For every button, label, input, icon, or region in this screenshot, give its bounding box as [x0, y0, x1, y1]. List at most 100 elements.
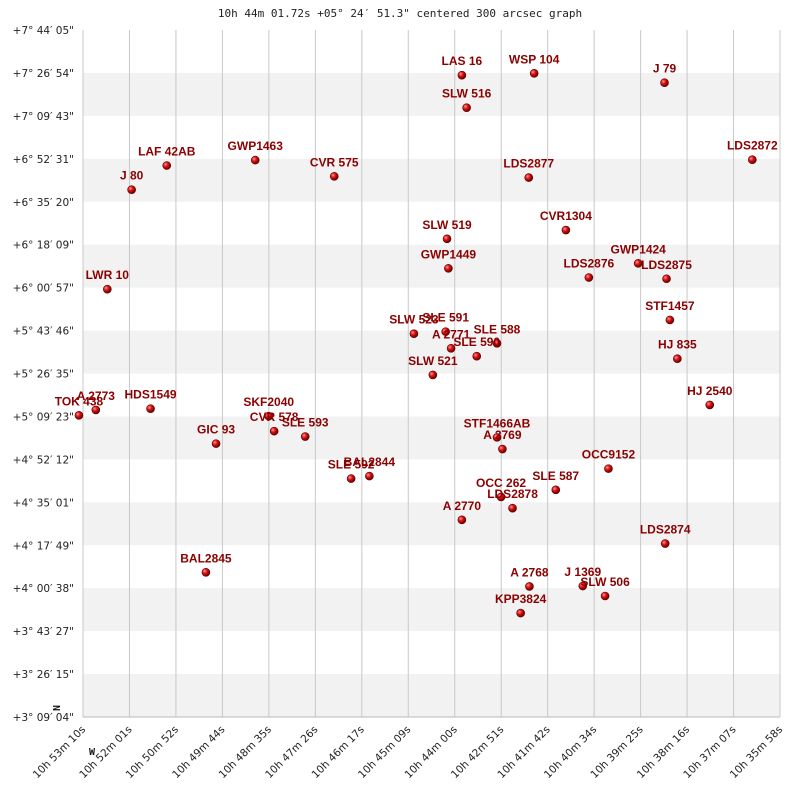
star-point[interactable]	[201, 567, 211, 577]
grid-band	[83, 72, 780, 116]
star-point[interactable]	[457, 515, 467, 525]
star-point[interactable]	[472, 351, 482, 361]
star-point-group: LAF 42AB	[138, 145, 196, 170]
star-point-group: SLE 590	[453, 335, 500, 361]
star-point-group: SLE 587	[532, 469, 579, 495]
star-point[interactable]	[525, 582, 534, 591]
star-label: LDS2876	[564, 257, 615, 271]
star-point[interactable]	[600, 591, 610, 601]
star-point[interactable]	[365, 471, 374, 481]
star-point-group: LDS2878	[487, 487, 538, 513]
star-point[interactable]	[551, 485, 561, 495]
star-point[interactable]	[409, 329, 419, 339]
star-point[interactable]	[660, 78, 669, 87]
star-point[interactable]	[604, 464, 613, 473]
star-point-group: J 80	[120, 169, 144, 194]
star-point[interactable]	[665, 315, 675, 325]
chart-title: 10h 44m 01.72s +05° 24′ 51.3" centered 3…	[218, 7, 582, 20]
grid-band	[83, 330, 780, 374]
star-point-group: J 1369	[564, 565, 601, 591]
star-point[interactable]	[462, 103, 471, 112]
y-tick-label: +7° 26′ 54"	[13, 68, 74, 80]
star-label: SLE 591	[422, 311, 469, 325]
y-tick-label: +3° 09′ 04"	[13, 712, 74, 724]
star-point[interactable]	[444, 264, 453, 273]
star-point-group: SLE 591	[422, 311, 469, 336]
star-point[interactable]	[584, 273, 594, 282]
star-point[interactable]	[524, 173, 534, 182]
star-label: GWP1449	[421, 247, 477, 261]
star-point[interactable]	[673, 354, 682, 363]
star-point-group: BAL2844	[344, 455, 395, 481]
y-axis-direction-label: N	[52, 705, 63, 711]
star-point[interactable]	[442, 234, 452, 244]
y-tick-label: +5° 26′ 35"	[13, 369, 74, 381]
star-point[interactable]	[250, 155, 260, 165]
star-point-group: A 2771	[432, 327, 471, 353]
grid-band	[83, 588, 780, 632]
y-tick-label: +4° 35′ 01"	[13, 497, 74, 509]
y-tick-label: +6° 35′ 20"	[13, 197, 74, 209]
star-point[interactable]	[748, 155, 757, 164]
star-point-group: SLW 506	[580, 575, 630, 601]
star-point[interactable]	[91, 405, 101, 415]
star-point-group: GIC 93	[197, 423, 235, 448]
star-point[interactable]	[496, 492, 506, 502]
star-point[interactable]	[103, 284, 112, 294]
star-point-group: KPP3824	[495, 592, 547, 618]
star-point[interactable]	[457, 70, 467, 80]
star-point[interactable]	[441, 327, 450, 336]
grid-band	[83, 416, 780, 460]
star-point-group: SLE 592	[328, 458, 375, 483]
y-tick-label: +7° 44′ 05"	[13, 25, 74, 37]
star-label: A 2770	[443, 499, 482, 513]
star-point[interactable]	[162, 161, 172, 170]
star-point-group: WSP 104	[509, 52, 560, 78]
star-point[interactable]	[346, 474, 356, 483]
star-point[interactable]	[146, 404, 155, 413]
y-tick-label: +7° 09′ 43"	[13, 111, 74, 123]
star-point[interactable]	[428, 370, 438, 380]
y-tick-label: +6° 00′ 57"	[13, 283, 74, 295]
star-label: HJ 835	[658, 338, 697, 352]
y-tick-label: +5° 09′ 23"	[13, 411, 74, 423]
star-point[interactable]	[74, 411, 84, 420]
star-point[interactable]	[516, 608, 525, 618]
star-point-group: CVR 578	[250, 410, 299, 436]
grid-band	[83, 674, 780, 717]
star-label: SLE 592	[328, 458, 375, 472]
y-axis-ticks: +7° 44′ 05" +7° 26′ 54" +7° 09′ 43" +6° 52′…	[13, 25, 74, 724]
star-point[interactable]	[446, 343, 456, 353]
star-point-group: SLW 521	[408, 354, 458, 380]
star-label: SLE 593	[282, 416, 329, 430]
star-point[interactable]	[127, 185, 136, 194]
star-label: CVR 578	[250, 410, 299, 424]
star-point-group: TOK 438	[55, 394, 104, 420]
star-point[interactable]	[705, 400, 715, 410]
star-point[interactable]	[578, 581, 588, 591]
star-point-group: SLW 519	[422, 218, 472, 244]
star-label: SLW 516	[442, 87, 492, 101]
star-point[interactable]	[508, 503, 517, 513]
star-point-group: HJ 835	[658, 338, 697, 363]
star-label: LAS 16	[442, 54, 483, 68]
star-point[interactable]	[492, 338, 502, 348]
star-point[interactable]	[660, 539, 670, 548]
star-label: GIC 93	[197, 423, 235, 437]
star-point[interactable]	[329, 172, 339, 181]
star-point[interactable]	[498, 444, 507, 454]
star-point[interactable]	[211, 439, 221, 448]
star-point[interactable]	[529, 68, 539, 78]
star-point[interactable]	[269, 426, 279, 436]
star-point[interactable]	[633, 259, 643, 268]
star-point[interactable]	[561, 225, 571, 235]
star-point[interactable]	[264, 411, 274, 421]
y-tick-label: +3° 26′ 15"	[13, 669, 74, 681]
star-point[interactable]	[300, 432, 310, 441]
star-point[interactable]	[492, 433, 502, 442]
star-point-group: GWP1463	[228, 139, 283, 165]
star-point[interactable]	[662, 274, 671, 284]
star-point-group: A 2773	[77, 389, 115, 415]
star-label: LDS2875	[641, 258, 692, 272]
